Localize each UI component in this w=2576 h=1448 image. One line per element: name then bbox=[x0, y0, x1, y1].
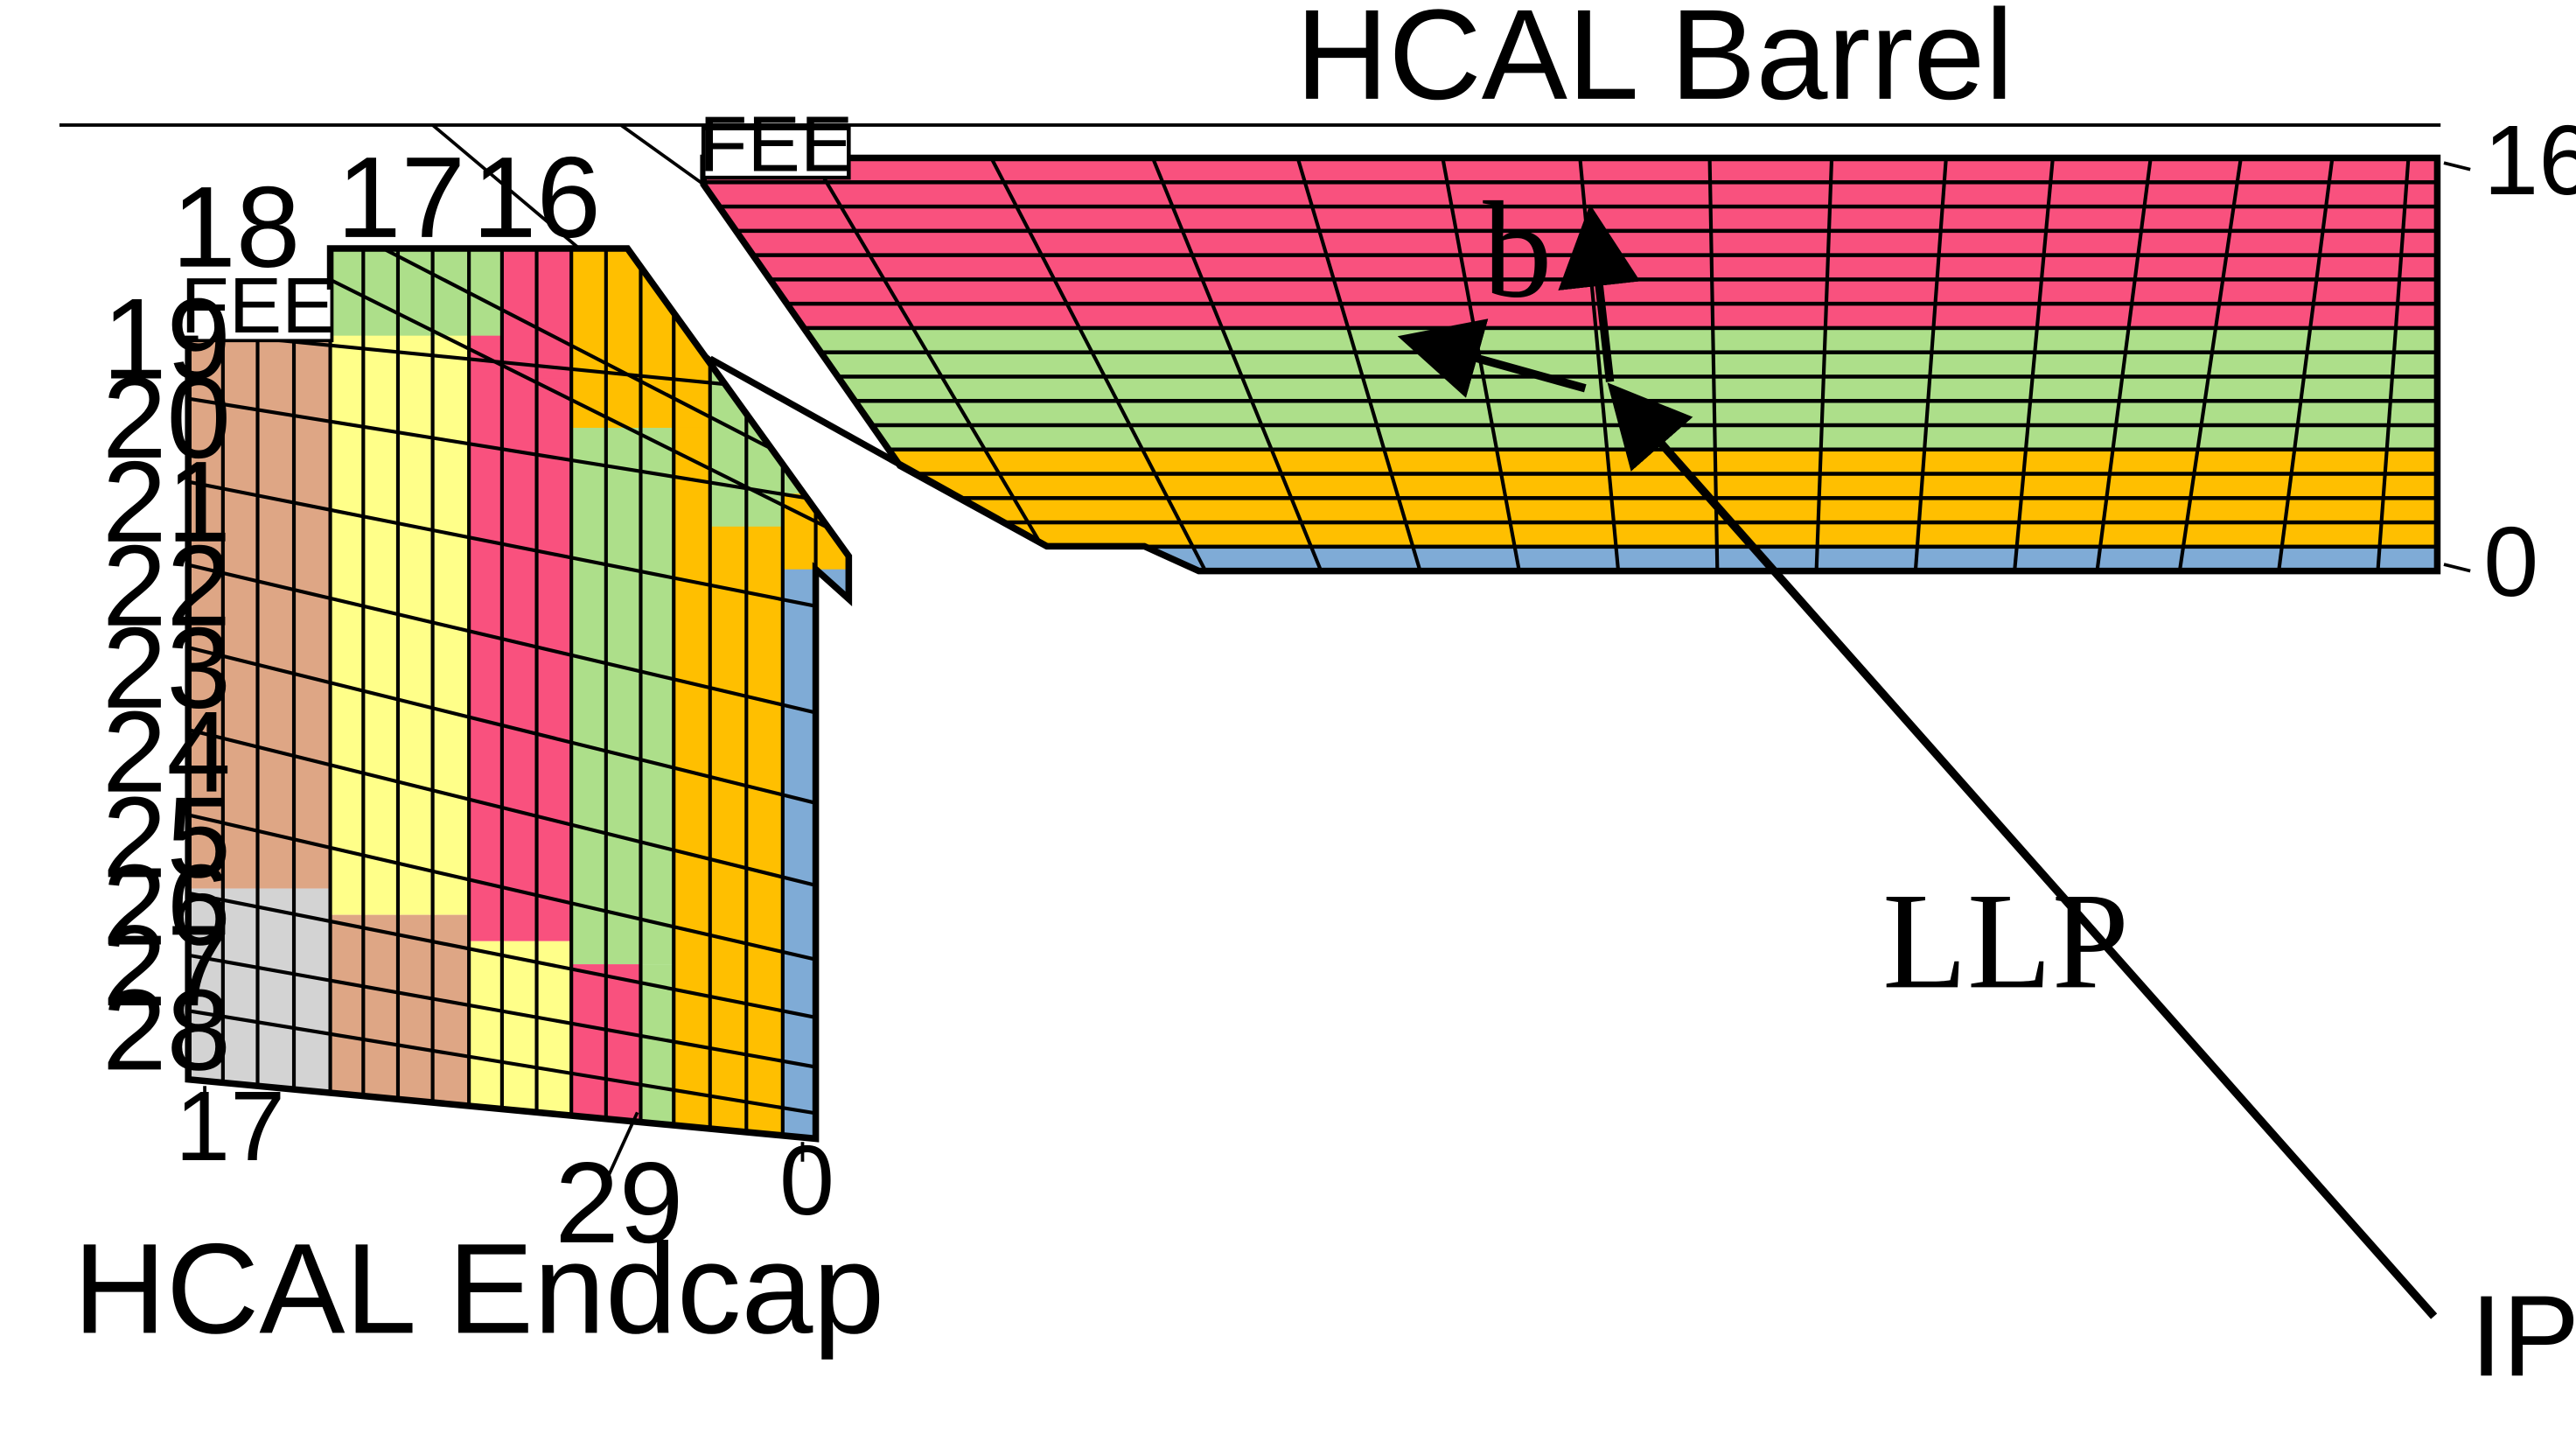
barrel-tower-line bbox=[1913, 157, 1951, 571]
ip-label: IP bbox=[2470, 1271, 2576, 1400]
barrel-layer-yellow bbox=[703, 520, 2438, 550]
endcap-tower-line bbox=[188, 808, 849, 972]
barrel-tower-line bbox=[791, 157, 1058, 571]
barrel-depth-top-tick bbox=[2443, 161, 2471, 171]
endcap-index-28: 28 bbox=[102, 966, 231, 1095]
endcap-index-22: 22 bbox=[102, 521, 231, 650]
endcap-index-27: 27 bbox=[102, 901, 231, 1030]
b-label: b bbox=[1483, 174, 1552, 327]
hcal-barrel: FEE bbox=[699, 101, 2441, 575]
barrel-title: HCAL Barrel bbox=[1295, 0, 2014, 127]
endcap-tower-line bbox=[188, 948, 849, 1077]
endcap-tower-line bbox=[329, 277, 849, 545]
endcap-tower-line bbox=[188, 393, 849, 508]
barrel-layer-green bbox=[703, 350, 2438, 380]
barrel-tower-line bbox=[1814, 157, 1835, 571]
particle-tracks bbox=[1397, 204, 2438, 1319]
barrel-depth-top-label: 16 bbox=[2483, 105, 2576, 215]
endcap-title: HCAL Endcap bbox=[73, 1218, 885, 1361]
barrel-layer-green bbox=[703, 398, 2438, 429]
endcap-bottom-left-label: 17 bbox=[175, 1071, 285, 1181]
barrel-layer-green bbox=[703, 325, 2438, 355]
endcap-tower-line bbox=[188, 1004, 849, 1123]
endcap-top-label-17: 17 bbox=[337, 133, 465, 262]
barrel-tower-line bbox=[1137, 157, 1323, 571]
endcap-tower-line bbox=[188, 475, 849, 617]
endcap-tower-line bbox=[188, 557, 849, 725]
barrel-fee-label: FEE bbox=[699, 101, 853, 189]
b-track-up bbox=[1558, 204, 1641, 382]
endcap-tower-line bbox=[188, 886, 849, 1028]
endcap-barrel-connector bbox=[708, 355, 1049, 549]
endcap-bottom-right-label: 0 bbox=[779, 1125, 834, 1235]
endcap-fee-box bbox=[198, 290, 331, 339]
endcap-index-21: 21 bbox=[102, 437, 231, 566]
barrel-tower-line bbox=[2277, 157, 2339, 571]
barrel-layer-pink bbox=[703, 301, 2438, 332]
barrel-layer-green bbox=[703, 423, 2438, 452]
barrel-layer-yellow bbox=[703, 447, 2438, 477]
endcap-top-label-16: 16 bbox=[472, 133, 601, 262]
barrel-depth-bottom-tick bbox=[2443, 563, 2471, 573]
barrel-tower-line bbox=[972, 157, 1207, 571]
endcap-tower-line bbox=[188, 640, 849, 816]
endcap-fee-label: FEE bbox=[180, 262, 334, 350]
guide-line-2 bbox=[619, 123, 705, 186]
endcap-cell-green bbox=[640, 964, 674, 1139]
barrel-depth-bottom-label: 0 bbox=[2483, 507, 2538, 617]
endcap-bottom-mid-tick bbox=[603, 1111, 639, 1186]
barrel-layer-yellow bbox=[703, 496, 2438, 526]
barrel-layer-pink bbox=[703, 228, 2438, 258]
barrel-tower-line bbox=[2376, 157, 2413, 571]
barrel-fee-box bbox=[701, 126, 851, 180]
barrel-tower-line bbox=[1707, 157, 1720, 571]
endcap-index-25: 25 bbox=[102, 773, 231, 902]
endcap-index-26: 26 bbox=[102, 841, 231, 969]
endcap-index-23: 23 bbox=[102, 604, 231, 732]
endcap-tower-line bbox=[188, 722, 849, 899]
barrel-layer-pink bbox=[703, 277, 2438, 307]
barrel-layers bbox=[703, 157, 2438, 571]
endcap-bottom-mid-label: 29 bbox=[555, 1138, 683, 1267]
hcal-endcap: FEE bbox=[180, 245, 1049, 1143]
endcap-outline bbox=[185, 245, 853, 1143]
barrel-tower-line bbox=[2095, 157, 2157, 571]
endcap-index-19: 19 bbox=[102, 275, 231, 403]
endcap-index-20: 20 bbox=[102, 353, 231, 482]
endcap-grid-lines bbox=[188, 248, 849, 1139]
barrel-layer-pink bbox=[703, 204, 2438, 234]
b-track-left bbox=[1397, 318, 1587, 398]
endcap-index-24: 24 bbox=[102, 688, 231, 816]
llp-label: LLP bbox=[1882, 865, 2129, 1018]
barrel-tower-line bbox=[1286, 157, 1422, 571]
barrel-layer-pink bbox=[703, 253, 2438, 283]
llp-track bbox=[1607, 382, 2438, 1319]
barrel-layer-pink bbox=[703, 180, 2438, 210]
barrel-tower-line bbox=[2013, 157, 2058, 571]
barrel-layer-pink bbox=[703, 157, 2438, 185]
barrel-tower-line bbox=[1574, 157, 1621, 571]
endcap-cell-lightyellow bbox=[469, 941, 572, 1139]
barrel-tower-line bbox=[2177, 157, 2248, 571]
endcap-top-label-18: 18 bbox=[171, 163, 300, 291]
